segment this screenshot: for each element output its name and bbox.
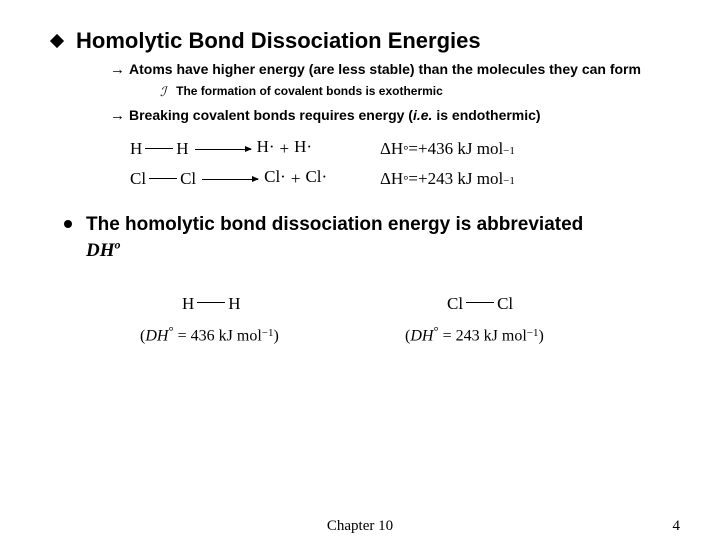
dh-line-clcl: (DH° = 243 kJ mol−1) (405, 322, 670, 345)
bullet-row-dho: The homolytic bond dissociation energy i… (64, 213, 670, 264)
dho-h: H (100, 240, 115, 261)
sub2-marker-icon: ℐ (160, 84, 166, 100)
sub-formation-text: The formation of covalent bonds is exoth… (176, 84, 443, 100)
title-row: Homolytic Bond Dissociation Energies (50, 28, 670, 54)
eq2-eq: = (408, 169, 418, 189)
arrow-icon: → (110, 60, 125, 80)
mol1-a: H (182, 294, 194, 314)
sub-bullet-formation: ℐ The formation of covalent bonds is exo… (160, 84, 670, 100)
mol1-dh: DH (145, 327, 168, 344)
mol2-b: Cl (497, 294, 513, 314)
mol2-dh: DH (410, 327, 433, 344)
mol2-deg: ° (433, 323, 438, 338)
dh-line-hh: (DH° = 436 kJ mol−1) (140, 322, 405, 345)
eq-clcl-left: Cl Cl Cl· + Cl· (130, 169, 380, 189)
eq2-sup: −1 (503, 175, 515, 187)
eq1-rhs-a: H· (257, 137, 275, 157)
equation-block-1: H H H· + H· ΔH° = +436 kJ mol−1 Cl Cl Cl… (130, 139, 670, 189)
bullet-dho-text: The homolytic bond dissociation energy i… (86, 213, 583, 264)
eq1-eq: = (408, 139, 418, 159)
mol1-close: ) (274, 327, 279, 344)
mol2-sup: −1 (527, 327, 539, 339)
slide-title: Homolytic Bond Dissociation Energies (76, 28, 481, 54)
eq1-sup: −1 (503, 145, 515, 157)
eq1-deg: ° (403, 142, 408, 158)
eq2-dh-label: ΔH (380, 169, 403, 189)
mol-hh: H H (182, 294, 405, 314)
eq-row-hh: H H H· + H· ΔH° = +436 kJ mol−1 (130, 139, 670, 159)
breaking-part-a: Breaking covalent bonds requires energy … (129, 107, 413, 123)
reaction-arrow-icon (202, 179, 258, 180)
dho-symbol: DHo (86, 240, 121, 261)
sub-breaking-text: Breaking covalent bonds requires energy … (129, 106, 541, 126)
diamond-bullet-icon (50, 34, 64, 48)
disc-bullet-icon (64, 220, 72, 228)
eq2-rhs-b: Cl· (305, 167, 327, 187)
col-hh: H H (DH° = 436 kJ mol−1) (140, 294, 405, 345)
slide: Homolytic Bond Dissociation Energies → A… (0, 0, 720, 540)
dho-d: D (86, 240, 100, 261)
eq2-lhs-a: Cl (130, 169, 146, 189)
bullet2-label: The homolytic bond dissociation energy i… (86, 214, 583, 235)
footer-page-number: 4 (673, 518, 681, 535)
mol-clcl: Cl Cl (447, 294, 670, 314)
eq1-dh-label: ΔH (380, 139, 403, 159)
equation-block-2: H H (DH° = 436 kJ mol−1) Cl Cl (DH° = 24… (140, 294, 670, 345)
arrow-icon: → (110, 106, 125, 126)
sub-bullet-atoms: → Atoms have higher energy (are less sta… (110, 60, 670, 80)
sub-bullet-breaking: → Breaking covalent bonds requires energ… (110, 106, 670, 126)
bond-icon (466, 302, 494, 303)
mol1-sup: −1 (262, 327, 274, 339)
bond-icon (149, 178, 177, 179)
dho-o: o (115, 238, 121, 252)
bond-icon (145, 148, 173, 149)
eq2-plus: + (291, 169, 301, 189)
eq1-val: +436 kJ mol (418, 139, 503, 159)
eq-row-clcl: Cl Cl Cl· + Cl· ΔH° = +243 kJ mol−1 (130, 169, 670, 189)
eq2-rhs-a: Cl· (264, 167, 286, 187)
eq1-lhs-a: H (130, 139, 142, 159)
eq-hh-left: H H H· + H· (130, 139, 380, 159)
mol1-eq: = 436 kJ mol (174, 327, 262, 344)
mol2-eq: = 243 kJ mol (439, 327, 527, 344)
breaking-ie: i.e. (413, 107, 432, 123)
eq1-plus: + (280, 139, 290, 159)
footer-chapter: Chapter 10 (327, 518, 393, 535)
mol1-deg: ° (168, 323, 173, 338)
eq2-val: +243 kJ mol (418, 169, 503, 189)
mol1-b: H (228, 294, 240, 314)
bond-icon (197, 302, 225, 303)
eq1-rhs-b: H· (294, 137, 312, 157)
sub-atoms-text: Atoms have higher energy (are less stabl… (129, 60, 641, 80)
col-clcl: Cl Cl (DH° = 243 kJ mol−1) (405, 294, 670, 345)
eq2-lhs-b: Cl (180, 169, 196, 189)
mol2-close: ) (539, 327, 544, 344)
eq-hh-right: ΔH° = +436 kJ mol−1 (380, 139, 515, 159)
eq2-deg: ° (403, 172, 408, 188)
eq-clcl-right: ΔH° = +243 kJ mol−1 (380, 169, 515, 189)
breaking-part-b: is endothermic) (432, 107, 540, 123)
eq1-lhs-b: H (176, 139, 188, 159)
reaction-arrow-icon (195, 149, 251, 150)
mol2-a: Cl (447, 294, 463, 314)
